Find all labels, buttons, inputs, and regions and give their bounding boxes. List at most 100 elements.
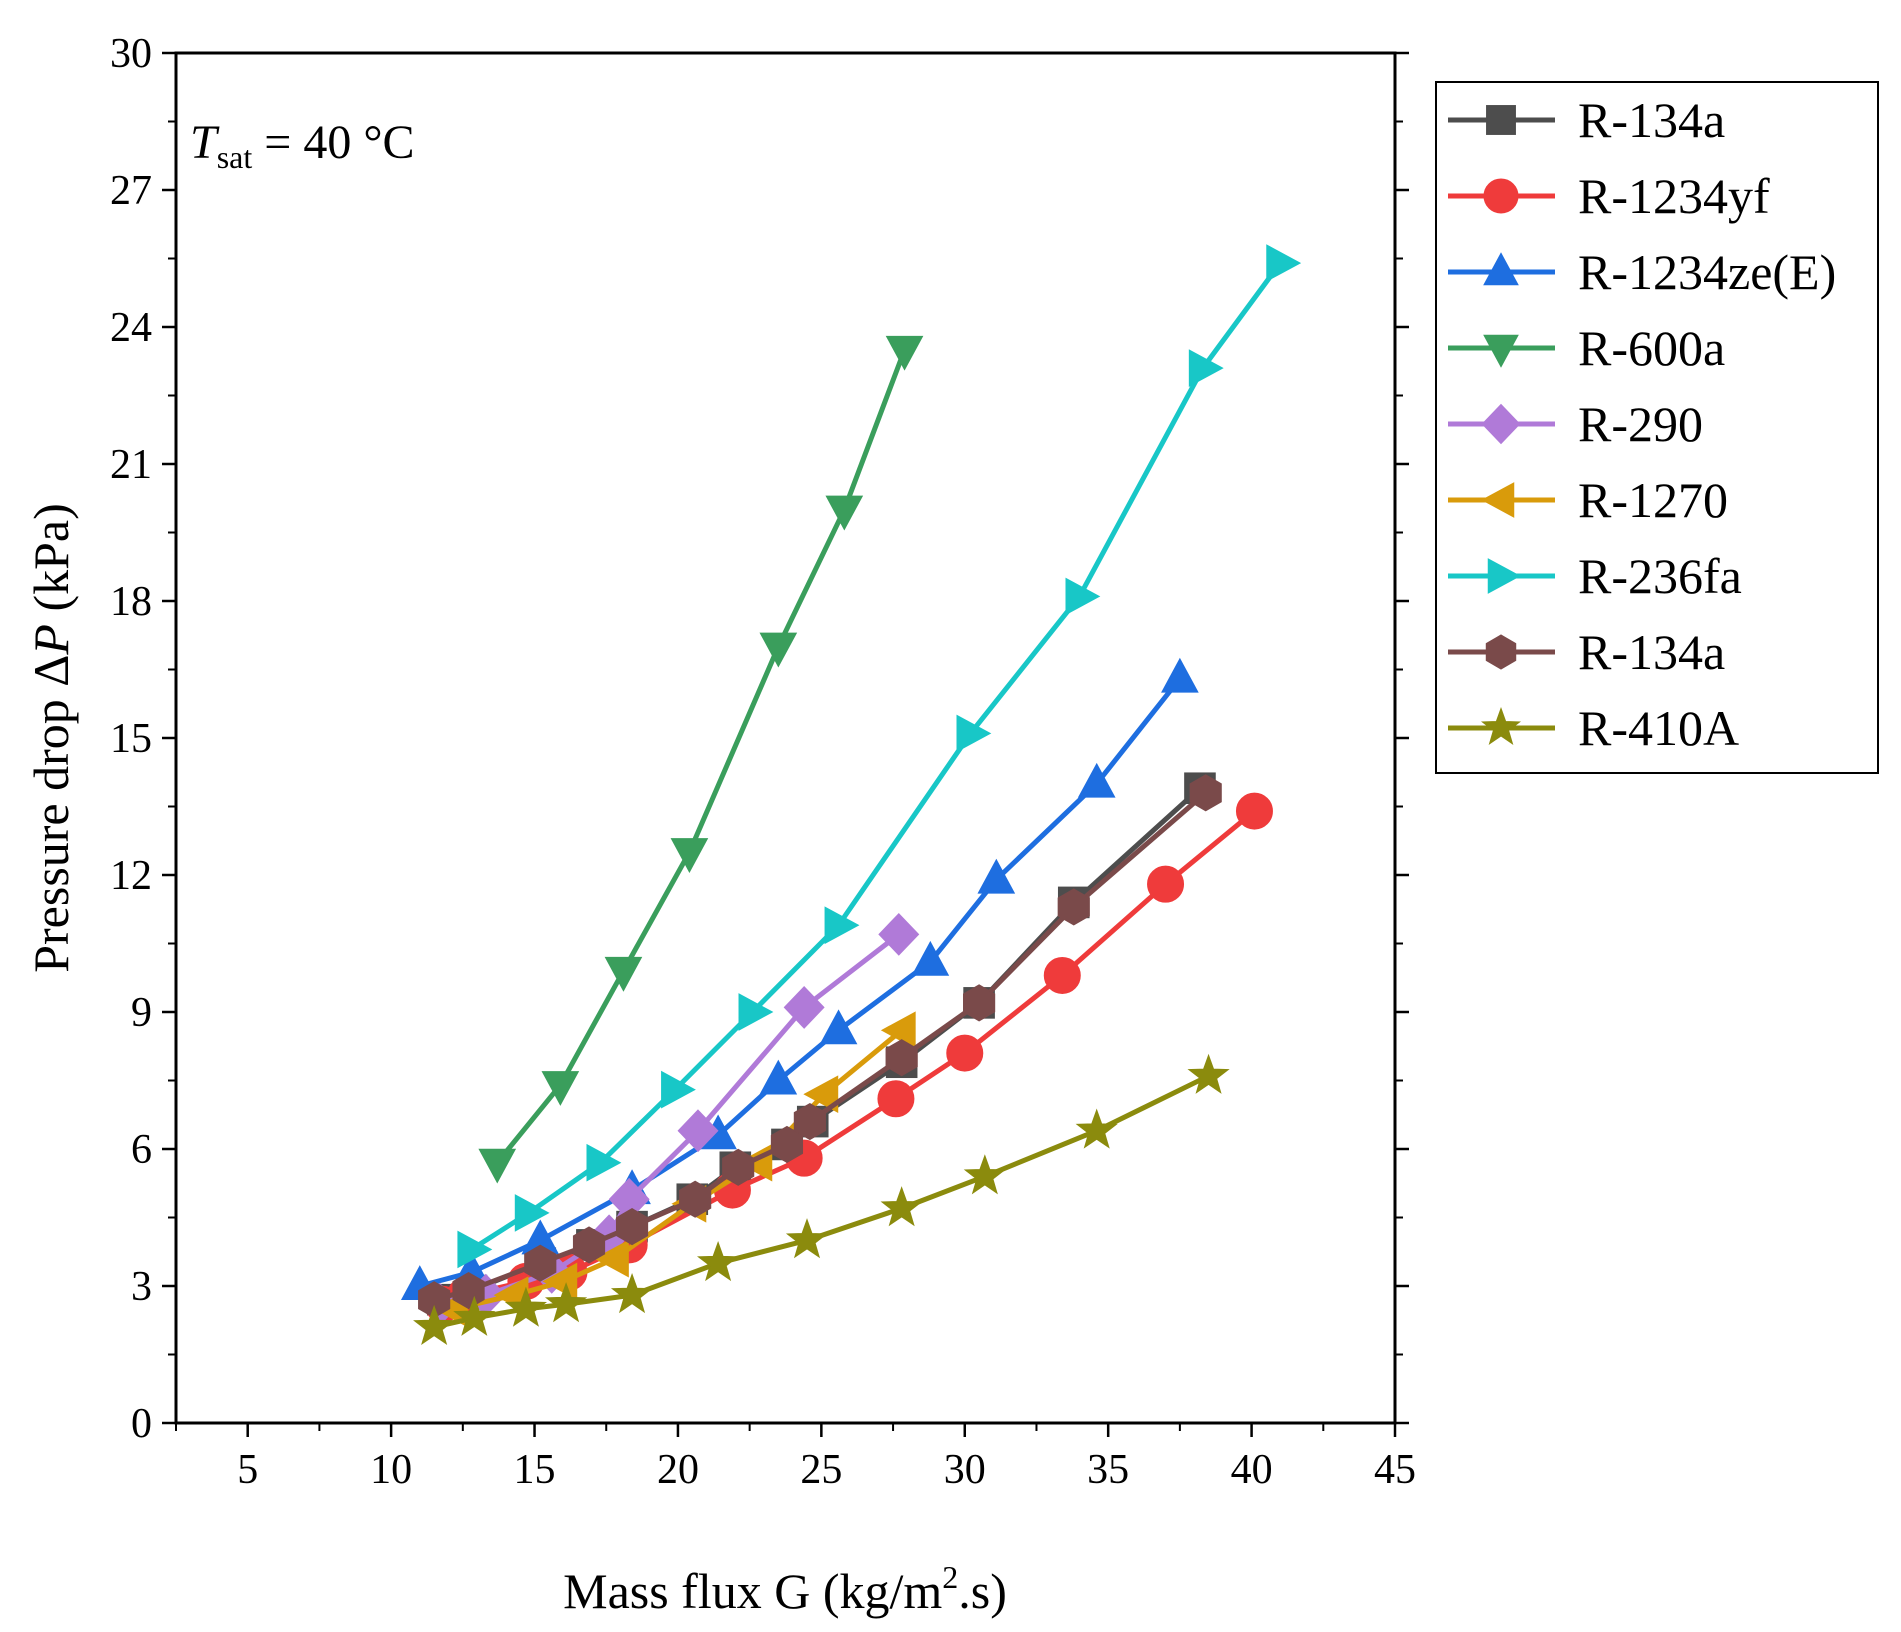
y-tick-label: 27: [110, 168, 152, 214]
data-point: [604, 956, 643, 992]
data-point: [1043, 956, 1081, 994]
legend-label: R-236fa: [1578, 548, 1742, 604]
data-point: [1188, 349, 1224, 387]
data-point: [679, 1180, 712, 1218]
y-tick-label: 24: [110, 305, 152, 351]
y-tick-label: 15: [110, 716, 152, 762]
data-point: [785, 1218, 829, 1259]
legend-marker: [1481, 403, 1521, 445]
legend-label: R-134a: [1578, 624, 1725, 680]
data-point: [452, 1271, 485, 1310]
data-point: [1075, 1108, 1118, 1149]
y-tick-label: 30: [110, 31, 152, 77]
data-point: [880, 1186, 923, 1227]
x-tick-label: 10: [370, 1447, 412, 1493]
data-point: [738, 993, 774, 1031]
data-point: [670, 838, 709, 874]
y-tick-label: 12: [110, 853, 152, 899]
legend-item: R-236fa: [1448, 548, 1742, 604]
annotation-value: = 40 °C: [252, 116, 414, 169]
data-point: [504, 1286, 548, 1327]
data-point: [661, 1070, 696, 1109]
annotation-symbol: T: [190, 116, 220, 169]
legend-marker: [1486, 105, 1516, 135]
data-point: [911, 940, 950, 976]
plot-frame: [174, 51, 1397, 1425]
data-point: [1161, 657, 1199, 693]
legend-marker: [1487, 558, 1521, 594]
data-point: [783, 986, 825, 1029]
legend-item: R-290: [1448, 396, 1703, 452]
svg-text:Tsat = 40 °C: Tsat = 40 °C: [190, 116, 415, 175]
series-9: [413, 1053, 1230, 1346]
data-point: [963, 984, 996, 1022]
annotation-subscript: sat: [217, 139, 253, 175]
legend-item: R-134a: [1448, 624, 1725, 680]
data-point: [877, 1080, 915, 1118]
x-tick-label: 45: [1374, 1447, 1416, 1493]
data-point: [1266, 244, 1302, 282]
legend-item: R-600a: [1448, 320, 1725, 376]
ticks-layer: 5 10 15 20 25 30 35 40 45 0 3 6 9 12 15 18 21 24 27 30: [110, 31, 1416, 1493]
data-point: [1065, 577, 1101, 616]
y-tick-label: 3: [131, 1264, 152, 1310]
legend-marker: [1485, 634, 1517, 670]
data-point: [1057, 888, 1090, 926]
data-point: [824, 906, 860, 945]
data-point: [759, 1059, 798, 1095]
data-point: [1077, 762, 1116, 798]
data-point: [819, 1009, 858, 1045]
data-point: [572, 1226, 606, 1264]
legend-item: R-134a: [1448, 92, 1725, 148]
data-point: [478, 1148, 517, 1184]
legend: R-134a R-1234yf R-1234ze(E) R-600a R-290 R-12…: [1435, 81, 1879, 774]
x-axis-title: Mass flux G (kg/m2.s): [563, 1559, 1007, 1619]
data-point: [1189, 774, 1222, 812]
data-point: [544, 1282, 588, 1323]
series-7: [457, 244, 1302, 1269]
data-point: [453, 1295, 496, 1336]
x-tick-label: 30: [944, 1447, 986, 1493]
legend-marker: [1483, 252, 1519, 286]
legend-item: R-410A: [1448, 700, 1739, 756]
legend-item: R-1234ze(E): [1448, 244, 1836, 300]
data-point: [697, 1240, 740, 1282]
y-tick-label: 9: [131, 990, 152, 1036]
series-layer: [400, 244, 1302, 1346]
tsat-annotation: Tsat = 40 °C: [190, 116, 415, 175]
legend-label: R-410A: [1578, 700, 1739, 756]
x-axis-title-main: Mass flux G (kg/m: [563, 1563, 942, 1619]
data-point: [793, 1103, 826, 1141]
x-tick-label: 5: [237, 1447, 258, 1493]
data-point: [977, 858, 1016, 894]
legend-label: R-290: [1578, 396, 1703, 452]
legend-label: R-134a: [1578, 92, 1725, 148]
svg-text:Mass flux G (kg/m2.s): Mass flux G (kg/m2.s): [563, 1559, 1007, 1619]
data-point: [457, 1230, 493, 1269]
data-point: [610, 1272, 654, 1314]
y-axis-title-italic: P: [23, 624, 79, 656]
legend-label: R-1234ze(E): [1578, 244, 1836, 300]
legend-label: R-1234yf: [1578, 168, 1770, 224]
data-point: [878, 912, 920, 956]
x-tick-label: 20: [657, 1447, 699, 1493]
x-tick-label: 35: [1087, 1447, 1129, 1493]
legend-items: R-134a R-1234yf R-1234ze(E) R-600a R-290 R-12…: [1448, 92, 1836, 756]
data-point: [885, 1039, 918, 1077]
legend-item: R-1270: [1448, 472, 1728, 528]
y-tick-label: 18: [110, 579, 152, 625]
data-point: [1147, 865, 1185, 903]
data-point: [825, 495, 864, 531]
data-point: [593, 1239, 629, 1278]
series-4: [478, 335, 924, 1184]
legend-marker: [1483, 178, 1519, 214]
data-point: [880, 1011, 916, 1050]
data-point: [946, 1034, 984, 1072]
y-tick-label: 21: [110, 442, 152, 488]
data-point: [514, 1194, 550, 1232]
y-tick-label: 0: [131, 1401, 152, 1447]
legend-marker: [1481, 482, 1515, 518]
data-point: [541, 1071, 580, 1106]
legend-marker: [1480, 706, 1522, 746]
data-point: [586, 1143, 622, 1182]
